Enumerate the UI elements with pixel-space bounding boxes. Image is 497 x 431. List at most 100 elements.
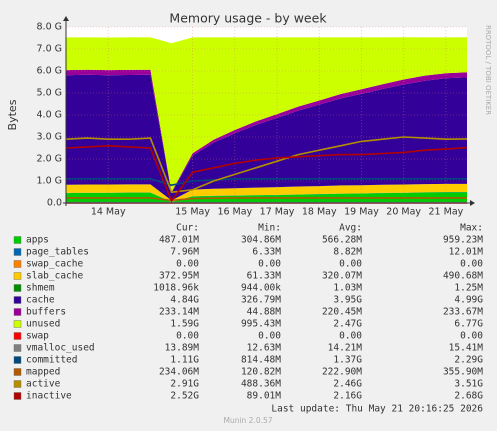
x-tick-label: 15 May — [175, 207, 210, 218]
legend-stat: 233.14M — [159, 307, 199, 318]
legend-label: buffers — [26, 307, 66, 318]
legend-stat: 326.79M — [241, 295, 281, 306]
x-tick-label: 20 May — [386, 207, 421, 218]
legend-label: slab_cache — [26, 271, 83, 282]
y-tick-label: 3.0 G — [37, 132, 63, 143]
legend-stat: 487.01M — [159, 235, 199, 246]
legend-stat: 13.89M — [165, 343, 200, 354]
chart-title: Memory usage - by week — [169, 11, 327, 26]
x-tick-label: 19 May — [344, 207, 379, 218]
legend-swatch — [13, 272, 22, 280]
legend-header: Avg: — [339, 223, 362, 234]
legend-swatch — [13, 356, 22, 364]
legend-stat: 233.67M — [443, 307, 483, 318]
legend-stat: 2.29G — [454, 355, 483, 366]
legend-stat: 0.00 — [460, 331, 483, 342]
y-tick-label: 1.0 G — [37, 176, 63, 187]
legend-stat: 1.03M — [333, 283, 362, 294]
area — [66, 74, 467, 201]
legend-header: Min: — [258, 223, 281, 234]
line — [65, 144, 468, 203]
legend-swatch — [13, 368, 22, 376]
last-update: Last update: Thu May 21 20:16:25 2026 — [271, 404, 483, 415]
legend-stat: 3.95G — [333, 295, 362, 306]
legend-stat: 6.33M — [252, 247, 281, 258]
legend-stat: 3.51G — [454, 379, 483, 390]
legend-stat: 234.06M — [159, 367, 199, 378]
area — [66, 69, 467, 194]
legend-stat: 490.68M — [443, 271, 483, 282]
legend-stat: 120.82M — [241, 367, 281, 378]
x-tick-label: 21 May — [429, 207, 464, 218]
legend-stat: 12.01M — [449, 247, 484, 258]
legend-stat: 0.00 — [460, 259, 483, 270]
legend-swatch — [13, 236, 22, 244]
legend-header: Max: — [460, 223, 483, 234]
area — [66, 37, 467, 193]
legend-stat: 2.46G — [333, 379, 362, 390]
legend-swatch — [13, 248, 22, 256]
line — [66, 197, 467, 202]
legend-stat: 0.00 — [176, 331, 199, 342]
y-tick-label: 7.0 G — [37, 44, 63, 55]
legend-stat: 1.37G — [333, 355, 362, 366]
legend-label: active — [26, 379, 61, 390]
legend-stat: 944.00k — [241, 283, 281, 294]
legend-swatch — [13, 392, 22, 400]
x-tick-label: 17 May — [260, 207, 295, 218]
legend-stat: 1.25M — [454, 283, 483, 294]
legend-label: unused — [26, 319, 60, 330]
legend-stat: 0.00 — [258, 331, 281, 342]
legend-stat: 2.16G — [333, 391, 362, 402]
legend-stat: 44.88M — [247, 307, 282, 318]
legend-header: Cur: — [176, 223, 199, 234]
legend-stat: 995.43M — [241, 319, 281, 330]
line — [65, 136, 468, 194]
legend-label: apps — [26, 235, 49, 246]
y-axis-label: Bytes — [6, 99, 19, 130]
legend-stat: 2.47G — [333, 319, 362, 330]
legend-label: mapped — [26, 367, 60, 378]
y-tick-label: 5.0 G — [37, 88, 63, 99]
legend-label: swap_cache — [26, 259, 83, 270]
legend-stat: 14.21M — [328, 343, 363, 354]
legend-stat: 814.48M — [241, 355, 281, 366]
x-tick-label: 14 May — [91, 207, 126, 218]
line — [66, 178, 467, 187]
legend-label: swap — [26, 331, 49, 342]
legend-swatch — [13, 308, 22, 316]
legend-stat: 222.90M — [322, 367, 362, 378]
legend-stat: 488.36M — [241, 379, 281, 390]
legend-swatch — [13, 332, 22, 340]
legend-stat: 1.59G — [170, 319, 199, 330]
x-tick-label: 16 May — [217, 207, 252, 218]
legend-label: inactive — [26, 391, 72, 402]
side-label: RRDTOOL / TOBI OETIKER — [484, 25, 492, 115]
legend-stat: 15.41M — [449, 343, 484, 354]
legend-stat: 0.00 — [258, 259, 281, 270]
y-tick-label: 8.0 G — [37, 22, 63, 33]
legend-stat: 372.95M — [159, 271, 199, 282]
legend-stat: 6.77G — [454, 319, 483, 330]
x-axis-arrow — [470, 200, 475, 206]
x-tick-label: 18 May — [302, 207, 337, 218]
legend-stat: 4.99G — [454, 295, 483, 306]
legend-swatch — [13, 284, 22, 292]
y-tick-label: 6.0 G — [37, 66, 63, 77]
legend-stat: 1.11G — [170, 355, 199, 366]
legend-stat: 7.96M — [170, 247, 199, 258]
legend-stat: 89.01M — [247, 391, 282, 402]
legend-stat: 959.23M — [443, 235, 483, 246]
legend-swatch — [13, 260, 22, 268]
legend-stat: 2.91G — [170, 379, 199, 390]
legend-swatch — [13, 296, 22, 304]
y-tick-label: 4.0 G — [37, 110, 63, 121]
legend-stat: 61.33M — [247, 271, 282, 282]
legend-stat: 566.28M — [322, 235, 362, 246]
legend-stat: 0.00 — [339, 259, 362, 270]
legend-stat: 0.00 — [176, 259, 199, 270]
legend-stat: 355.90M — [443, 367, 483, 378]
y-axis-arrow — [63, 16, 69, 21]
